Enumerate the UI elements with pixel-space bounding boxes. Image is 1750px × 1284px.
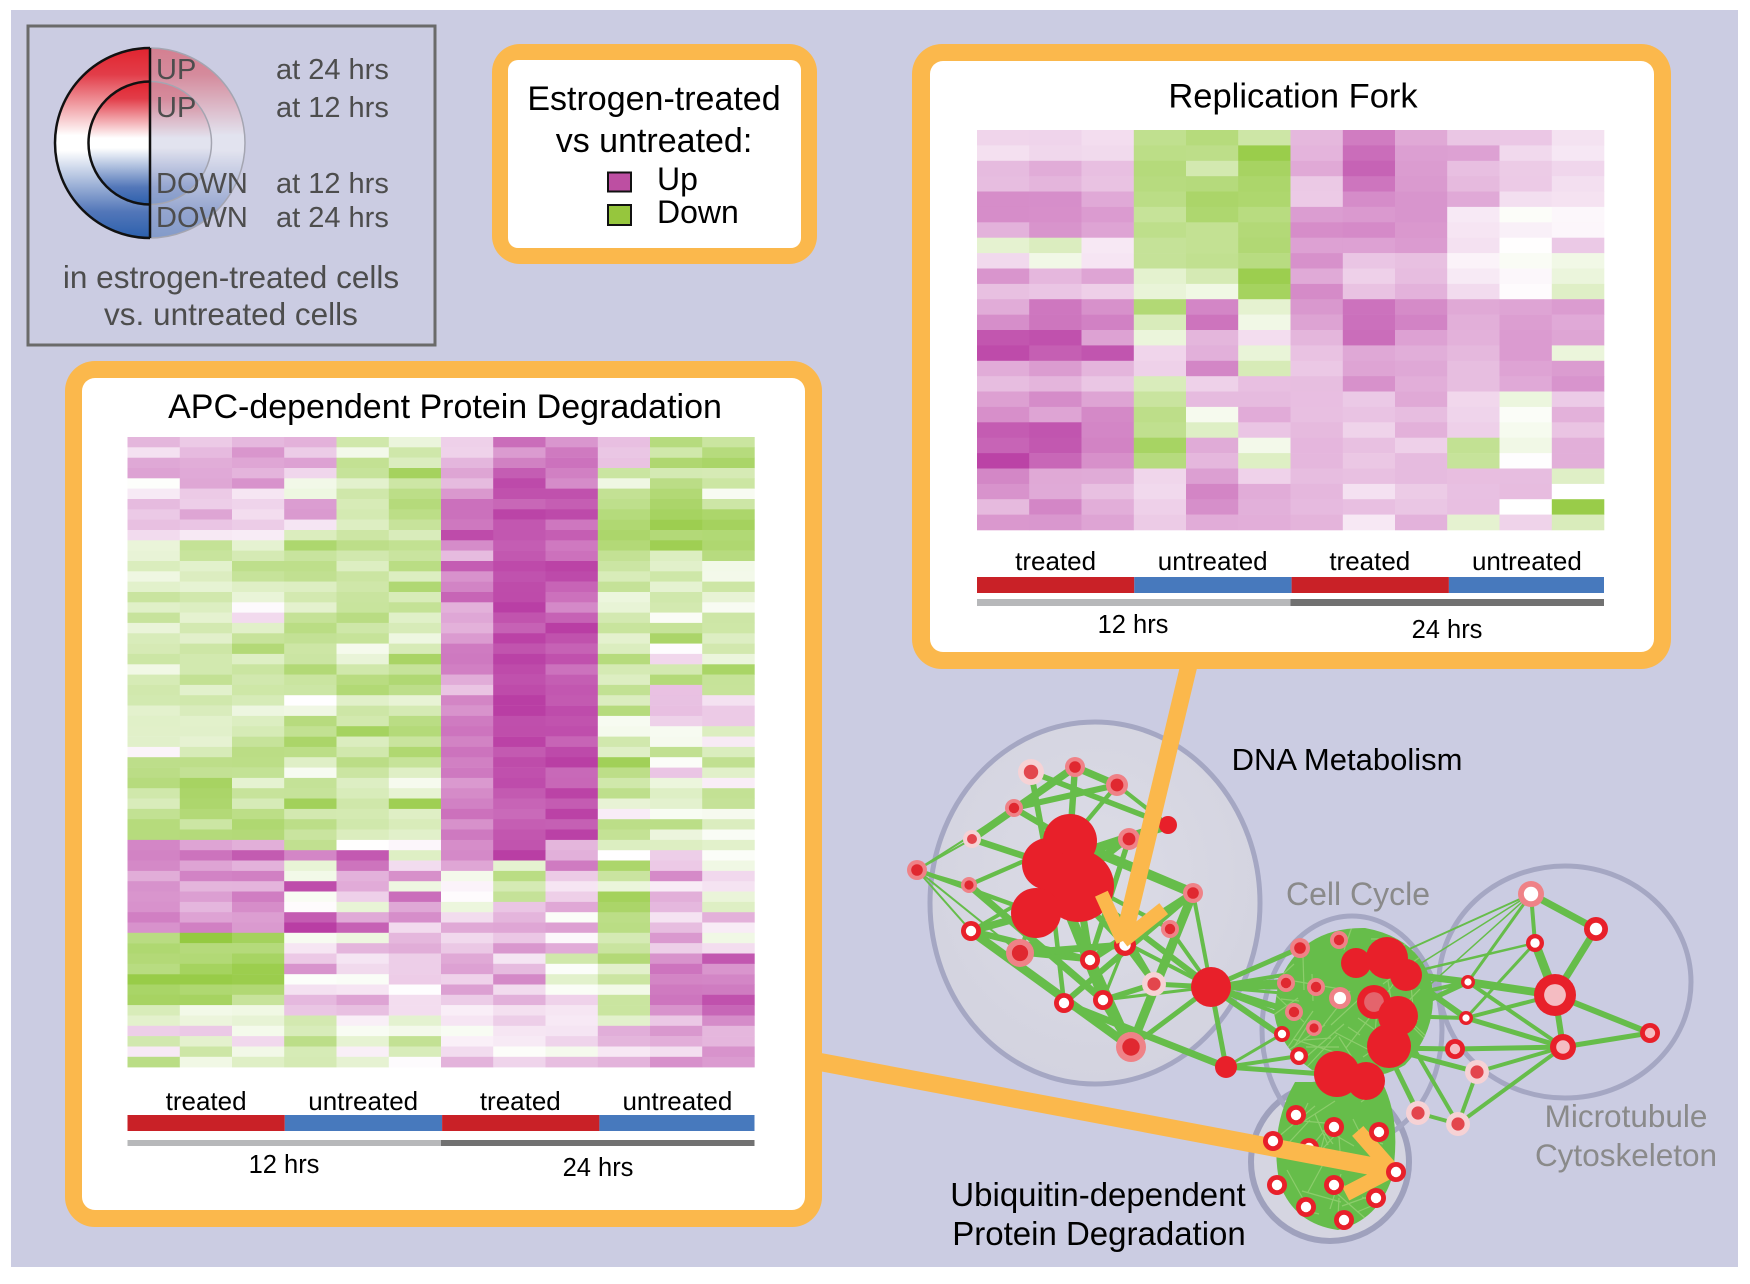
svg-text:untreated: untreated — [1472, 546, 1582, 576]
svg-text:Replication Fork: Replication Fork — [1168, 78, 1418, 116]
svg-text:Cell Cycle: Cell Cycle — [1286, 876, 1430, 912]
svg-text:Estrogen-treated: Estrogen-treated — [527, 80, 780, 118]
svg-text:Down: Down — [657, 194, 739, 230]
svg-text:untreated: untreated — [1158, 546, 1268, 576]
svg-text:vs untreated:: vs untreated: — [556, 122, 753, 160]
svg-text:untreated: untreated — [308, 1086, 418, 1116]
svg-text:Protein Degradation: Protein Degradation — [952, 1215, 1246, 1252]
svg-text:12 hrs: 12 hrs — [249, 1151, 320, 1179]
svg-text:UP: UP — [156, 54, 196, 86]
svg-text:at 12 hrs: at 12 hrs — [276, 92, 389, 124]
svg-text:at 24 hrs: at 24 hrs — [276, 54, 389, 86]
svg-text:treated: treated — [166, 1086, 247, 1116]
svg-text:untreated: untreated — [622, 1086, 732, 1116]
svg-text:Microtubule: Microtubule — [1545, 1098, 1708, 1134]
svg-text:APC-dependent Protein Degradat: APC-dependent Protein Degradation — [168, 388, 722, 426]
svg-text:24 hrs: 24 hrs — [563, 1154, 634, 1182]
svg-text:treated: treated — [1329, 546, 1410, 576]
svg-text:DNA Metabolism: DNA Metabolism — [1232, 742, 1463, 777]
svg-text:vs. untreated cells: vs. untreated cells — [104, 296, 358, 332]
svg-text:Cytoskeleton: Cytoskeleton — [1535, 1137, 1717, 1173]
svg-text:UP: UP — [156, 92, 196, 124]
svg-text:in estrogen-treated cells: in estrogen-treated cells — [63, 259, 399, 295]
svg-text:treated: treated — [1015, 546, 1096, 576]
svg-text:treated: treated — [480, 1086, 561, 1116]
svg-text:Ubiquitin-dependent: Ubiquitin-dependent — [950, 1176, 1245, 1213]
svg-text:12 hrs: 12 hrs — [1098, 611, 1169, 639]
svg-text:24 hrs: 24 hrs — [1412, 616, 1483, 644]
svg-text:Up: Up — [657, 161, 698, 197]
svg-text:DOWN: DOWN — [156, 202, 248, 234]
svg-text:at 12 hrs: at 12 hrs — [276, 168, 389, 200]
svg-text:at 24 hrs: at 24 hrs — [276, 202, 389, 234]
svg-text:DOWN: DOWN — [156, 168, 248, 200]
